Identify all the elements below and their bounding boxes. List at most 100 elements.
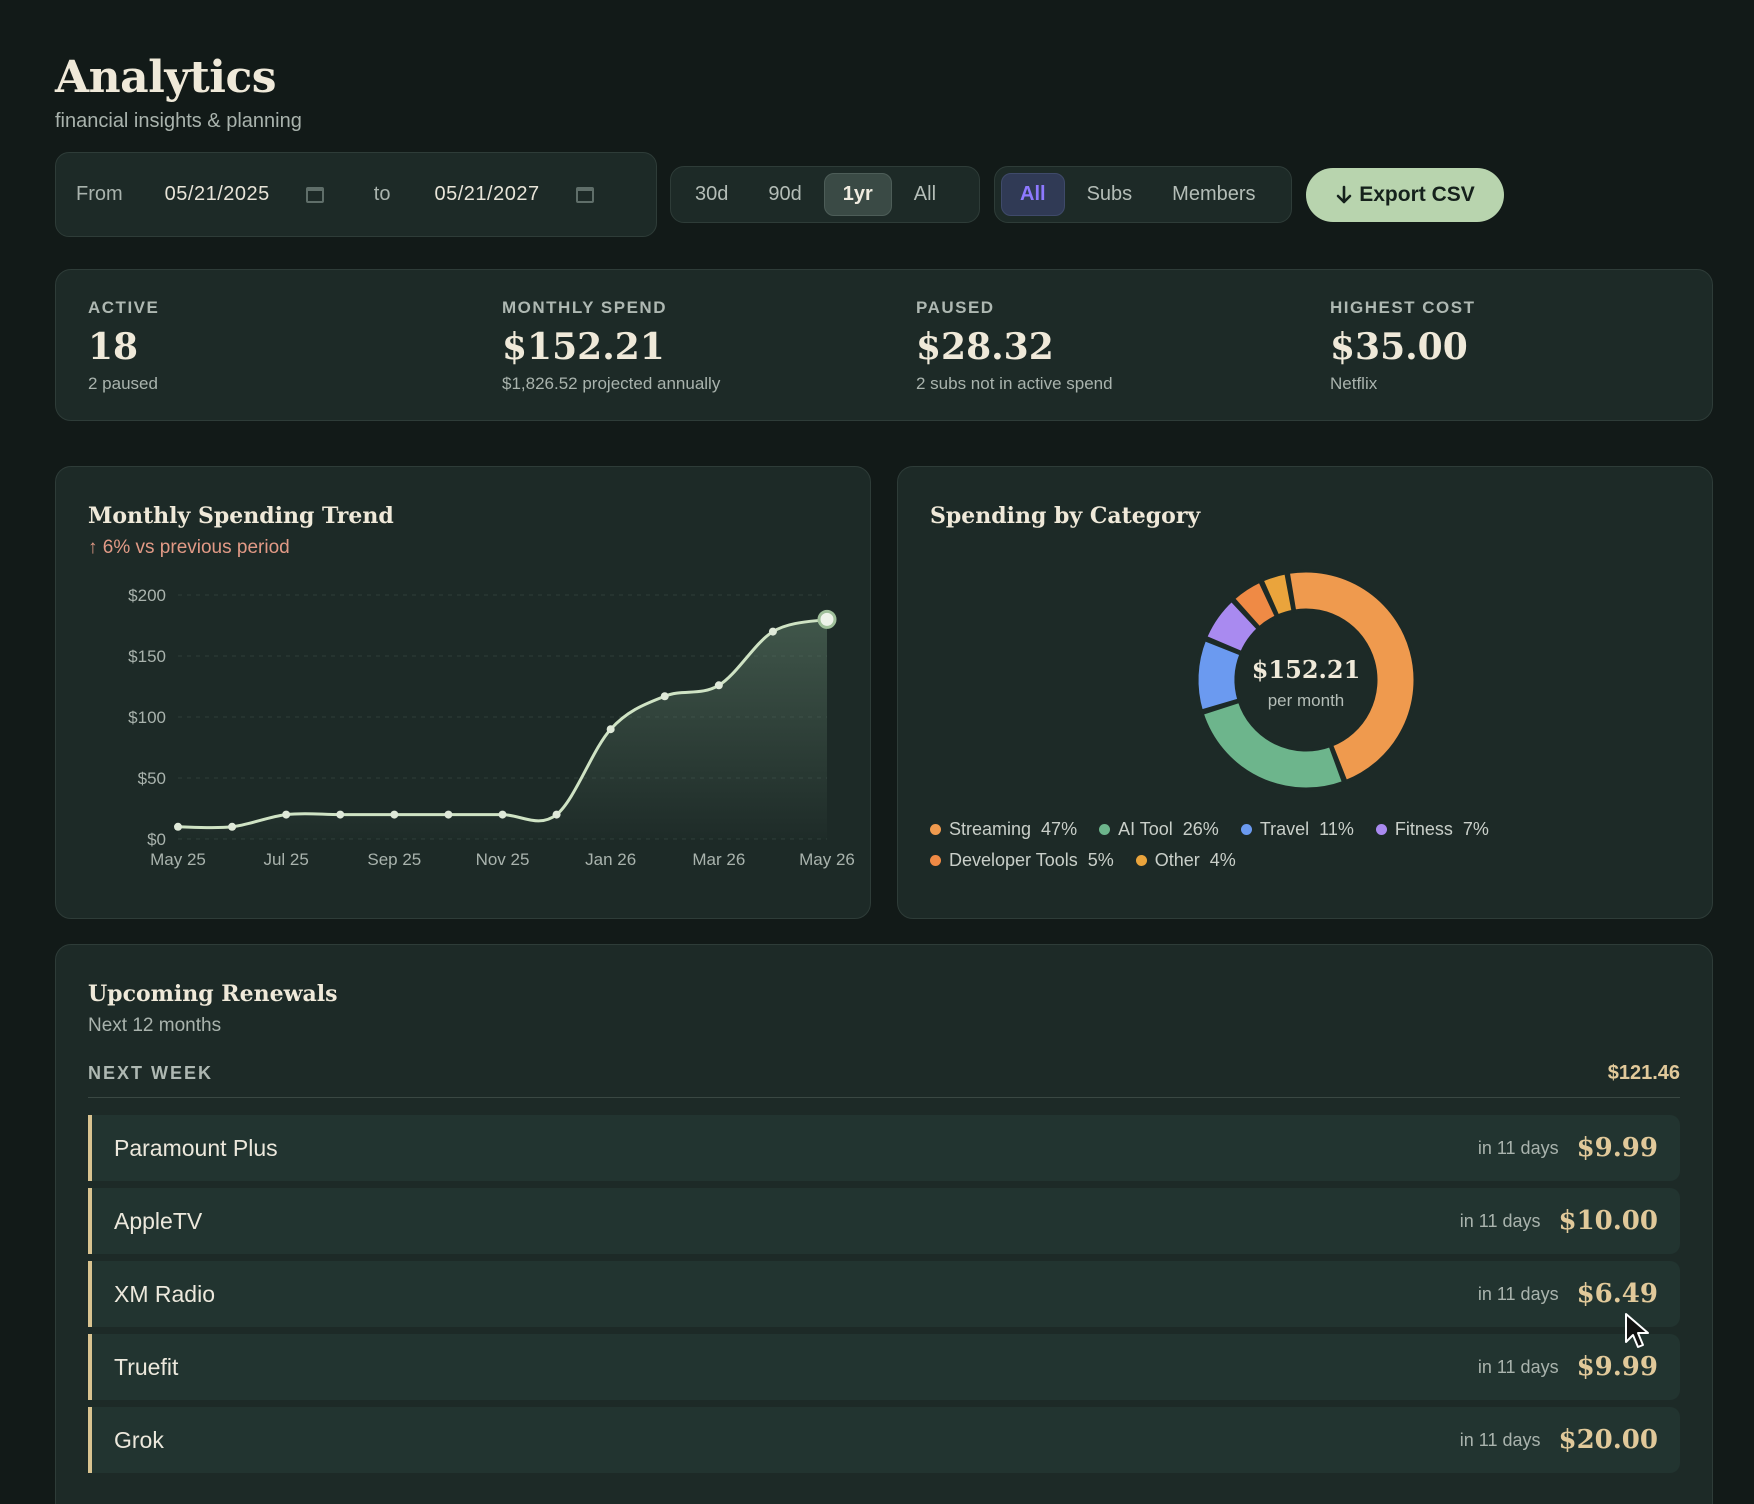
filter-option-all[interactable]: All (1001, 173, 1065, 216)
legend-item: Developer Tools 5% (930, 850, 1114, 871)
renewal-amount: $9.99 (1576, 1352, 1658, 1382)
legend-dot (1375, 824, 1387, 835)
export-csv-button[interactable]: Export CSV (1306, 168, 1504, 222)
donut-slice-other[interactable] (1260, 571, 1295, 618)
renewal-name: AppleTV (114, 1207, 203, 1234)
renewal-meta: in 11 days $6.49 (1478, 1279, 1658, 1309)
renewal-row[interactable]: Grok in 11 days $20.00 (88, 1407, 1680, 1473)
from-label: From (76, 183, 123, 205)
trend-point[interactable] (390, 810, 399, 819)
mouse-cursor-icon (1625, 1313, 1649, 1348)
renewal-amount: $10.00 (1558, 1206, 1658, 1236)
legend-item: Streaming 47% (930, 819, 1077, 840)
renewal-row[interactable]: Truefit in 11 days $9.99 (88, 1334, 1680, 1400)
upcoming-renewals-panel: Upcoming Renewals Next 12 months NEXT WE… (55, 944, 1713, 1504)
renewal-amount: $6.49 (1576, 1279, 1658, 1309)
from-date-input[interactable]: 05/21/2025 (164, 183, 270, 205)
to-date-input[interactable]: 05/21/2027 (434, 183, 540, 205)
spending-category-panel: Spending by Category $152.21 per month St… (897, 466, 1713, 919)
legend-label: Streaming (949, 819, 1032, 839)
date-range-picker: From 05/21/2025 to 05/21/2027 (55, 152, 657, 237)
y-tick-label: $50 (138, 769, 166, 788)
filter-option-subs[interactable]: Subs (1086, 183, 1133, 205)
legend-dot (930, 824, 941, 835)
spending-trend-panel: Monthly Spending Trend ↑ 6% vs previous … (55, 466, 871, 919)
renewal-amount: $20.00 (1558, 1425, 1658, 1455)
y-tick-label: $0 (147, 830, 166, 849)
renewal-meta: in 11 days $9.99 (1478, 1352, 1658, 1382)
trend-point[interactable] (498, 810, 507, 819)
stat-sub: 2 paused (88, 374, 158, 393)
stat-sub: 2 subs not in active spend (916, 374, 1113, 393)
page-title: Analytics (55, 52, 277, 103)
renewal-amount: $9.99 (1576, 1133, 1658, 1163)
legend-percent: 5% (1087, 850, 1114, 870)
trend-point[interactable] (714, 681, 723, 690)
trend-point[interactable] (228, 822, 237, 831)
type-filter: All Subs Members (994, 166, 1292, 223)
filter-option-members[interactable]: Members (1172, 183, 1256, 205)
stat-value: 18 (88, 326, 139, 368)
trend-area (178, 619, 827, 839)
trend-point[interactable] (282, 810, 291, 819)
legend-label: Travel (1259, 819, 1310, 839)
panel-title: Monthly Spending Trend (88, 503, 394, 529)
trend-point[interactable] (552, 810, 561, 819)
export-csv-label: Export CSV (1359, 183, 1475, 206)
renewal-due: in 11 days (1477, 1283, 1559, 1304)
donut-slice-developer-tools[interactable] (1231, 579, 1279, 630)
trend-point[interactable] (606, 725, 615, 734)
summary-stats-card: ACTIVE 18 2 paused MONTHLY SPEND $152.21… (55, 269, 1713, 421)
legend-label: AI Tool (1118, 819, 1173, 839)
legend-item: Other 4% (1135, 850, 1236, 871)
stat-label: ACTIVE (88, 298, 160, 317)
donut-slice-fitness[interactable] (1203, 598, 1261, 655)
renewal-name: Grok (114, 1426, 164, 1453)
legend-label: Developer Tools (949, 850, 1078, 870)
stat-active: ACTIVE 18 2 paused (88, 298, 159, 394)
legend-item: AI Tool 26% (1099, 819, 1219, 840)
donut-slice-ai-tool[interactable] (1200, 699, 1346, 791)
trend-point[interactable] (660, 692, 669, 701)
stat-paused: PAUSED $28.32 2 subs not in active spend (916, 298, 1113, 394)
renewal-due: in 11 days (1477, 1137, 1559, 1158)
renewal-name: Paramount Plus (114, 1134, 278, 1161)
range-selector: 30d 90d 1yr All (670, 166, 980, 223)
renewal-row[interactable]: AppleTV in 11 days $10.00 (88, 1188, 1680, 1254)
category-donut-chart: $152.21 per month (1195, 569, 1417, 791)
donut-slice-travel[interactable] (1195, 637, 1243, 713)
stat-label: PAUSED (916, 298, 995, 317)
donut-center-label: per month (1268, 691, 1345, 710)
arrow-down-icon (1336, 185, 1352, 204)
stat-label: HIGHEST COST (1330, 298, 1476, 317)
donut-slice-streaming[interactable] (1286, 569, 1417, 784)
group-total: $121.46 (1607, 1062, 1680, 1084)
range-option-1yr[interactable]: 1yr (823, 173, 892, 216)
legend-item: Fitness 7% (1375, 819, 1489, 840)
stat-sub: Netflix (1330, 374, 1378, 393)
range-option-all[interactable]: All (913, 183, 937, 205)
range-option-30d[interactable]: 30d (695, 183, 729, 205)
trend-point[interactable] (174, 822, 182, 831)
trend-point[interactable] (768, 627, 777, 636)
range-option-90d[interactable]: 90d (768, 183, 802, 205)
x-tick-label: May 25 (150, 850, 206, 869)
trend-point[interactable] (444, 810, 453, 819)
renewal-due: in 11 days (1459, 1429, 1541, 1450)
legend-percent: 47% (1041, 819, 1078, 839)
legend-label: Other (1154, 850, 1200, 870)
calendar-icon[interactable] (305, 186, 324, 203)
trend-point[interactable] (336, 810, 345, 819)
renewal-row[interactable]: Paramount Plus in 11 days $9.99 (88, 1115, 1680, 1181)
renewal-row[interactable]: XM Radio in 11 days $6.49 (88, 1261, 1680, 1327)
legend-dot (1240, 824, 1252, 835)
renewal-meta: in 11 days $20.00 (1460, 1425, 1658, 1455)
trend-delta: ↑ 6% vs previous period (88, 537, 290, 558)
renewal-name: Truefit (114, 1353, 179, 1380)
stat-monthly-spend: MONTHLY SPEND $152.21 $1,826.52 projecte… (502, 298, 720, 394)
trend-point[interactable] (817, 609, 837, 629)
calendar-icon[interactable] (575, 186, 594, 203)
page-subtitle: financial insights & planning (55, 110, 302, 132)
donut-center-value: $152.21 (1252, 655, 1361, 684)
y-tick-label: $200 (128, 586, 166, 605)
